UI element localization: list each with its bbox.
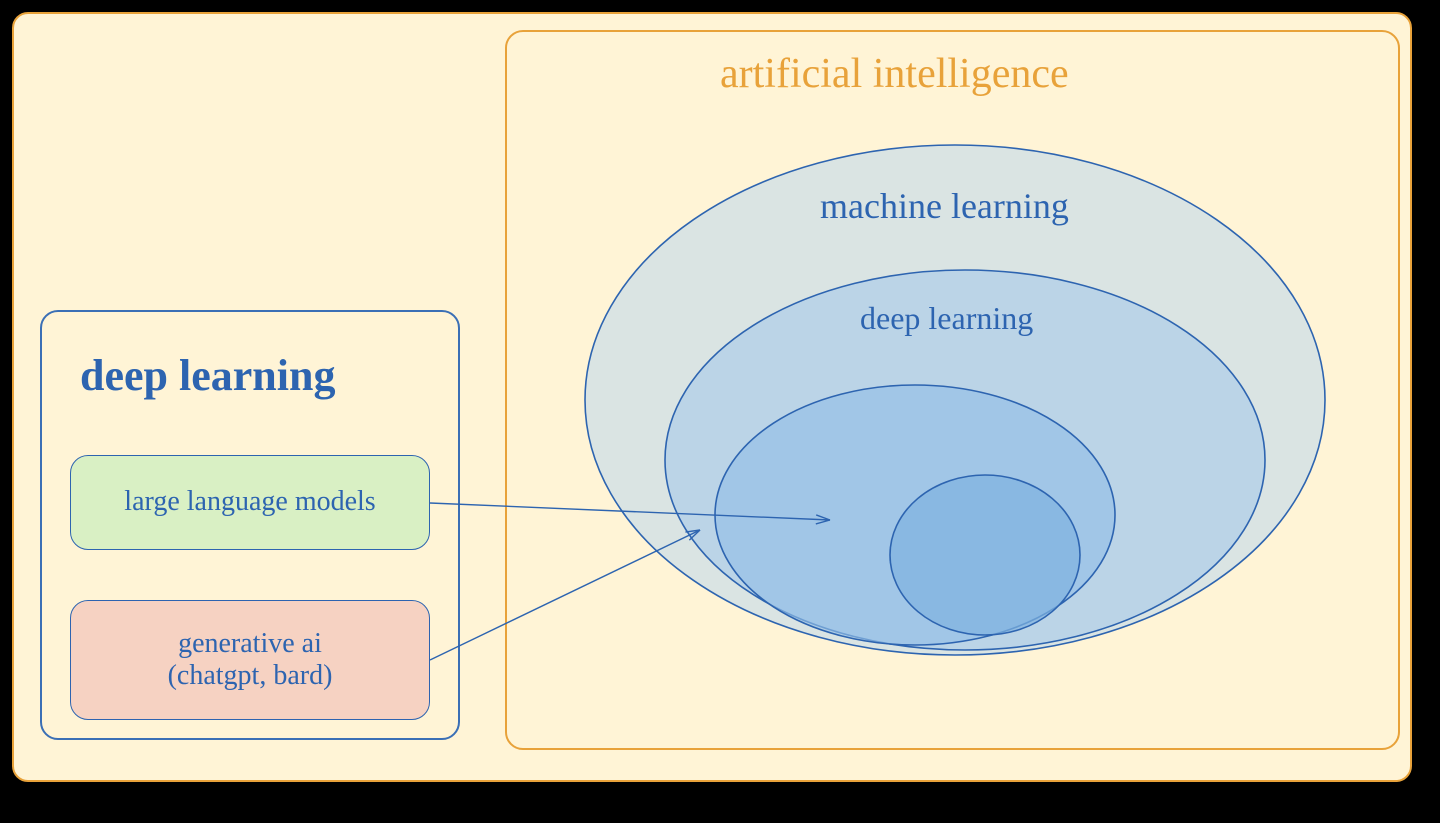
arrow-genai bbox=[430, 530, 700, 660]
arrow-llm bbox=[430, 503, 830, 524]
arrows-svg bbox=[0, 0, 1440, 823]
